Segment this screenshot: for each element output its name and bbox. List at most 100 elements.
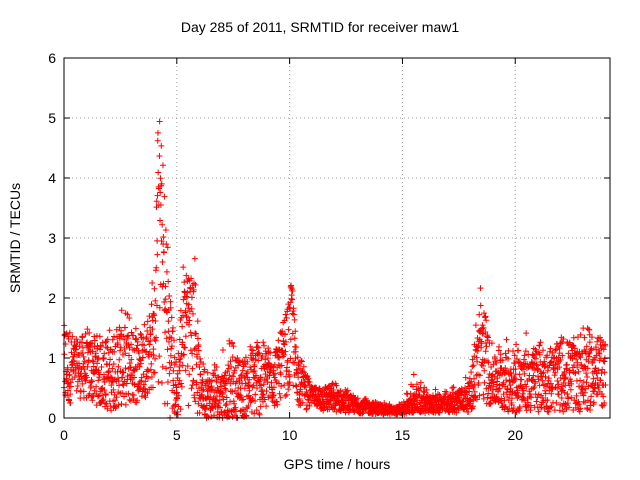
data-point <box>272 370 279 377</box>
data-point <box>534 394 541 401</box>
data-point <box>554 384 561 391</box>
data-point <box>480 324 487 331</box>
data-point <box>63 377 70 384</box>
data-point <box>137 330 144 337</box>
data-point <box>465 409 472 416</box>
data-point <box>174 408 181 415</box>
data-point <box>252 398 259 405</box>
data-point <box>598 370 605 377</box>
data-point <box>261 396 268 403</box>
data-point <box>63 330 70 337</box>
data-point <box>577 354 584 361</box>
data-point <box>276 390 283 397</box>
data-point <box>291 335 298 342</box>
data-point <box>581 363 588 370</box>
data-point <box>144 390 151 397</box>
data-point <box>80 353 87 360</box>
data-point <box>483 343 490 350</box>
data-point <box>498 399 505 406</box>
data-point <box>203 402 210 409</box>
data-point <box>515 347 522 354</box>
data-point <box>240 396 247 403</box>
data-point <box>141 392 148 399</box>
data-point <box>565 395 572 402</box>
data-point <box>476 311 483 318</box>
data-point <box>579 386 586 393</box>
data-point <box>211 367 218 374</box>
data-point <box>180 264 187 271</box>
data-point <box>110 361 117 368</box>
data-point <box>305 375 312 382</box>
data-point <box>104 405 111 412</box>
data-point <box>274 401 281 408</box>
data-point <box>343 388 350 395</box>
data-point <box>143 348 150 355</box>
data-point <box>518 376 525 383</box>
data-point <box>89 397 96 404</box>
data-point <box>264 378 271 385</box>
data-point <box>565 350 572 357</box>
data-point <box>568 380 575 387</box>
data-point <box>154 251 161 258</box>
data-point <box>95 377 102 384</box>
data-point <box>381 400 388 407</box>
data-point <box>557 340 564 347</box>
data-point <box>257 403 264 410</box>
data-point <box>471 375 478 382</box>
series-srmtid <box>61 118 609 421</box>
data-point <box>473 396 480 403</box>
data-point <box>116 335 123 342</box>
data-point <box>166 370 173 377</box>
data-point <box>92 350 99 357</box>
data-point <box>130 392 137 399</box>
data-point <box>151 312 158 319</box>
data-point <box>244 358 251 365</box>
data-point <box>128 341 135 348</box>
data-point <box>256 350 263 357</box>
data-point <box>76 343 83 350</box>
data-point <box>119 390 126 397</box>
data-point <box>149 326 156 333</box>
data-point <box>295 362 302 369</box>
data-point <box>190 378 197 385</box>
data-point <box>278 362 285 369</box>
data-point <box>223 401 230 408</box>
data-point <box>571 362 578 369</box>
data-point <box>574 359 581 366</box>
data-point <box>158 180 165 187</box>
data-point <box>104 336 111 343</box>
data-point <box>294 354 301 361</box>
data-point <box>188 305 195 312</box>
data-point <box>570 334 577 341</box>
data-point <box>547 359 554 366</box>
data-point <box>519 390 526 397</box>
data-point <box>462 374 469 381</box>
data-point <box>204 388 211 395</box>
data-point <box>184 314 191 321</box>
data-point <box>289 310 296 317</box>
data-point <box>150 369 157 376</box>
data-point <box>304 373 311 380</box>
data-point <box>556 358 563 365</box>
data-point <box>255 357 262 364</box>
data-point <box>503 336 510 343</box>
data-point <box>288 284 295 291</box>
data-point <box>594 338 601 345</box>
data-point <box>89 357 96 364</box>
data-point <box>555 343 562 350</box>
data-point <box>586 339 593 346</box>
data-point <box>469 356 476 363</box>
data-point <box>196 409 203 416</box>
data-point <box>242 408 249 415</box>
data-point <box>107 356 114 363</box>
data-point <box>202 406 209 413</box>
data-point <box>153 198 160 205</box>
data-point <box>482 348 489 355</box>
data-point <box>187 329 194 336</box>
data-point <box>298 358 305 365</box>
y-tick-label: 2 <box>48 290 56 306</box>
data-point <box>162 227 169 234</box>
data-point <box>499 357 506 364</box>
data-point <box>588 345 595 352</box>
